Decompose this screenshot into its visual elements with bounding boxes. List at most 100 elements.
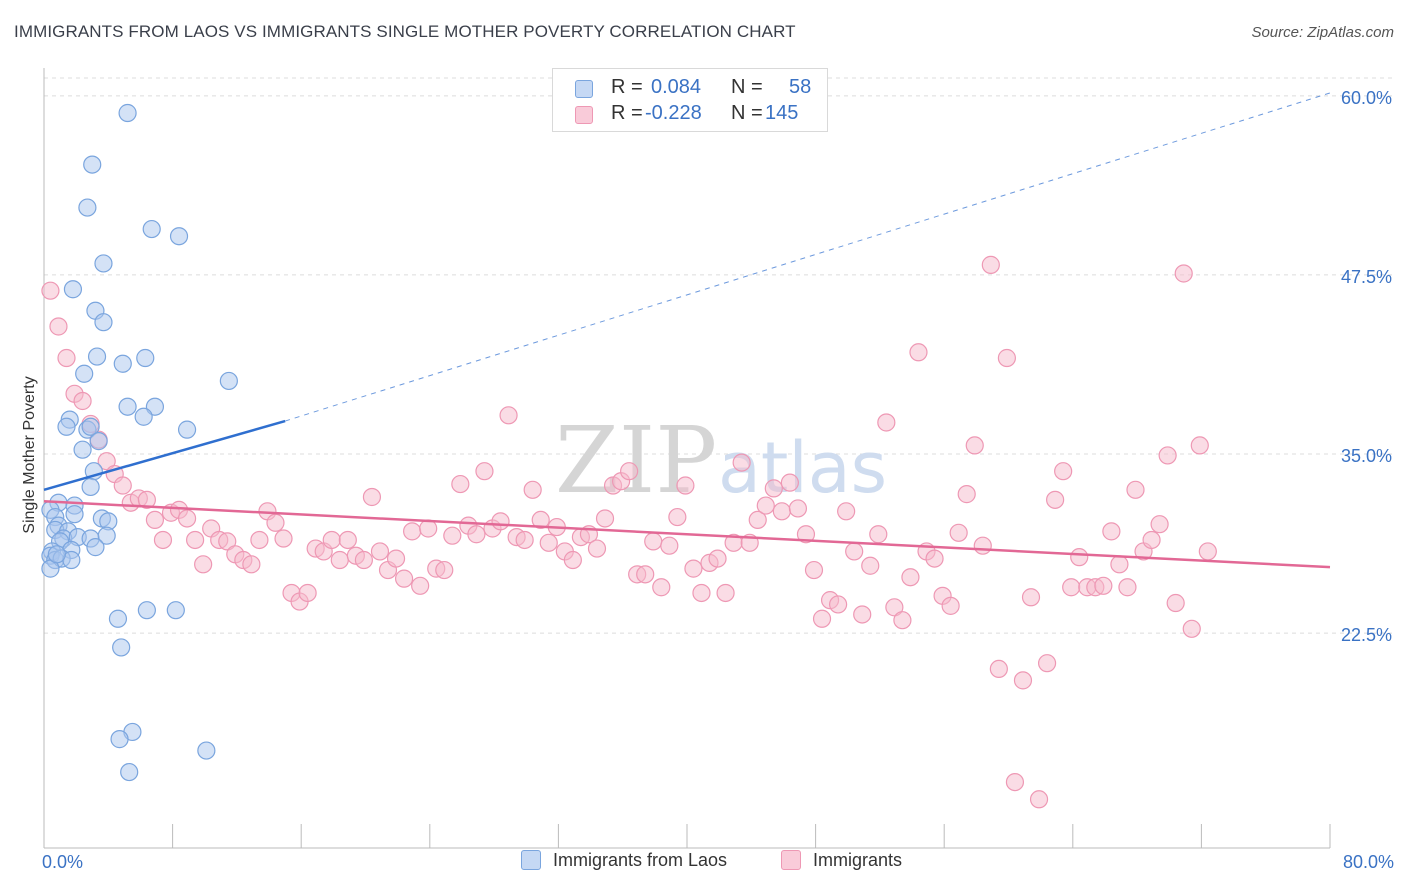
immigrants-point: [338, 530, 357, 550]
immigrants-point: [1046, 490, 1065, 509]
immigrants-point: [620, 462, 639, 481]
legend-item-laos: Immigrants from Laos: [521, 850, 727, 871]
immigrants-point: [861, 556, 880, 575]
immigrants-point: [563, 550, 582, 570]
immigrants-point: [1150, 515, 1169, 534]
trend-lines: [43, 92, 1331, 569]
y-axis-label: Single Mother Poverty: [21, 376, 38, 534]
immigrants-point: [113, 476, 132, 495]
immigrants-point: [989, 659, 1008, 679]
legend-swatch-laos: [521, 850, 541, 870]
immigrants-point: [845, 542, 864, 561]
immigrants-point: [1094, 576, 1113, 595]
laos-point: [57, 417, 76, 436]
immigrants-point: [1190, 436, 1209, 455]
immigrants-point: [764, 479, 783, 498]
laos-point: [177, 420, 197, 439]
laos-point: [81, 477, 100, 497]
laos-point: [219, 371, 238, 391]
laos-point: [87, 347, 107, 366]
immigrants-point: [877, 413, 896, 432]
source-credit: Source: ZipAtlas.com: [1251, 24, 1394, 41]
laos-point: [89, 432, 108, 451]
immigrants-point: [1005, 772, 1025, 792]
immigrants-point: [660, 536, 679, 555]
immigrants-point: [451, 474, 470, 494]
immigrants-point: [595, 509, 615, 528]
stats-box: R = 0.084 N = 58 R = -0.228 N = 145: [552, 68, 828, 132]
immigrants-point: [692, 583, 711, 603]
laos-point: [197, 741, 216, 760]
immigrants-point: [218, 532, 237, 551]
immigrants-point: [491, 512, 510, 531]
immigrants-point: [467, 525, 486, 544]
immigrants-point: [362, 487, 382, 507]
immigrants-point: [684, 559, 703, 578]
laos-point: [118, 103, 137, 123]
laos-point: [113, 354, 132, 373]
laos-point: [86, 538, 105, 557]
x-tick-min: 0.0%: [42, 852, 84, 872]
immigrants-point: [708, 549, 727, 568]
immigrants-point: [49, 317, 68, 336]
immigrants-point: [1158, 446, 1177, 465]
y-tick-labels: 22.5% 35.0% 47.5% 60.0%: [1341, 88, 1392, 645]
chart-title: IMMIGRANTS FROM LAOS VS IMMIGRANTS SINGL…: [14, 22, 796, 41]
laos-point: [166, 601, 185, 620]
laos-point: [142, 219, 161, 239]
immigrants-point: [1142, 530, 1161, 550]
immigrants-point: [756, 496, 775, 515]
immigrants-point: [676, 476, 695, 495]
immigrants-point: [403, 522, 422, 541]
laos-point: [137, 601, 156, 620]
immigrants-point: [1062, 578, 1081, 597]
immigrants-point: [194, 555, 213, 574]
y-tick-label: 60.0%: [1341, 88, 1392, 108]
laos-point: [81, 417, 100, 436]
immigrants-point: [1198, 542, 1217, 561]
immigrants-point: [925, 549, 944, 568]
immigrants-point: [419, 519, 438, 538]
immigrants-point: [411, 576, 430, 595]
immigrants-point: [1037, 654, 1057, 673]
immigrants-point: [515, 530, 534, 550]
immigrants-point: [901, 568, 920, 587]
immigrants-point: [1118, 578, 1137, 597]
laos-point: [94, 313, 113, 332]
immigrants-point: [531, 510, 550, 530]
immigrants-point: [73, 391, 92, 411]
legend-swatch-immigrants: [781, 850, 801, 870]
immigrants-point: [177, 509, 197, 528]
laos-trend-line: [43, 419, 286, 492]
legend: Immigrants from Laos Immigrants: [0, 850, 1406, 880]
immigrants-point: [322, 530, 341, 550]
immigrants-point: [137, 490, 156, 509]
immigrants-point: [1070, 548, 1089, 567]
r-label: R =: [611, 76, 643, 98]
laos-point: [108, 609, 128, 628]
immigrants-point: [893, 611, 912, 630]
laos-point: [73, 440, 92, 459]
n-label: N =: [731, 76, 763, 98]
immigrants-point: [435, 560, 454, 580]
immigrants-point: [145, 510, 165, 530]
legend-label-immigrants: Immigrants: [813, 850, 903, 870]
laos-n-value: 58: [789, 76, 812, 98]
immigrants-point: [949, 523, 968, 542]
laos-point: [110, 730, 129, 749]
y-tick-label: 22.5%: [1341, 625, 1392, 645]
immigrants-point: [1174, 264, 1193, 283]
laos-swatch: [575, 80, 593, 98]
laos-points: [41, 103, 238, 782]
axes: [43, 68, 1331, 849]
immigrants-point: [837, 502, 856, 521]
immigrants-point: [853, 605, 872, 624]
immigrants-point: [475, 462, 494, 481]
immigrants-point: [354, 550, 373, 570]
immigrants-point: [957, 485, 976, 504]
immigrants-point: [97, 452, 116, 471]
stats-row-immigrants: R = -0.228 N = 145: [553, 102, 827, 130]
immigrants-point: [780, 473, 799, 492]
immigrants-point: [997, 348, 1016, 368]
